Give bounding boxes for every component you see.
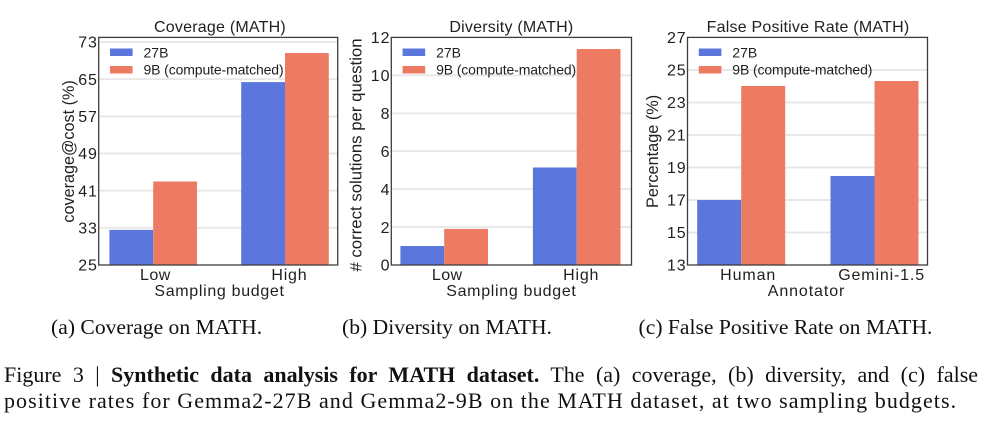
svg-text:Diversity (MATH): Diversity (MATH) [449,19,573,36]
svg-text:2: 2 [381,220,391,237]
svg-text:9B (compute-matched): 9B (compute-matched) [436,62,576,78]
svg-text:27B: 27B [436,44,461,60]
svg-text:17: 17 [667,193,687,210]
svg-text:49: 49 [78,146,98,163]
svg-text:19: 19 [667,160,687,177]
svg-text:25: 25 [667,63,687,80]
svg-text:13: 13 [667,258,687,275]
svg-text:Gemini-1.5: Gemini-1.5 [838,267,925,284]
svg-text:High: High [563,267,599,284]
svg-text:9B (compute-matched): 9B (compute-matched) [732,62,872,78]
svg-text:10: 10 [371,68,391,85]
svg-text:9B (compute-matched): 9B (compute-matched) [144,62,284,78]
svg-text:65: 65 [78,72,98,89]
svg-text:21: 21 [667,128,687,145]
svg-text:Percentage (%): Percentage (%) [644,95,662,208]
svg-text:25: 25 [78,258,98,275]
svg-text:High: High [271,267,307,284]
svg-text:33: 33 [78,221,98,238]
svg-text:False Positive Rate (MATH): False Positive Rate (MATH) [707,19,910,36]
svg-text:15: 15 [667,225,687,242]
svg-text:Low: Low [432,267,463,284]
svg-text:Human: Human [720,267,776,284]
svg-text:27: 27 [667,30,687,47]
svg-text:Coverage (MATH): Coverage (MATH) [154,19,286,36]
svg-text:coverage@cost (%): coverage@cost (%) [60,80,78,222]
svg-text:Sampling budget: Sampling budget [154,283,284,300]
svg-text:57: 57 [78,109,98,126]
svg-text:Low: Low [140,267,171,284]
svg-text:41: 41 [78,183,98,200]
svg-text:27B: 27B [144,44,169,60]
svg-text:27B: 27B [732,44,757,60]
svg-text:# correct solutions per questi: # correct solutions per question [347,38,366,271]
svg-text:Sampling budget: Sampling budget [446,283,576,300]
svg-text:0: 0 [381,258,391,275]
svg-text:12: 12 [371,30,391,47]
svg-text:8: 8 [381,106,391,123]
svg-text:6: 6 [381,144,391,161]
svg-text:73: 73 [78,35,98,52]
svg-text:4: 4 [381,182,391,199]
svg-text:Annotator: Annotator [768,283,845,300]
svg-text:23: 23 [667,95,687,112]
